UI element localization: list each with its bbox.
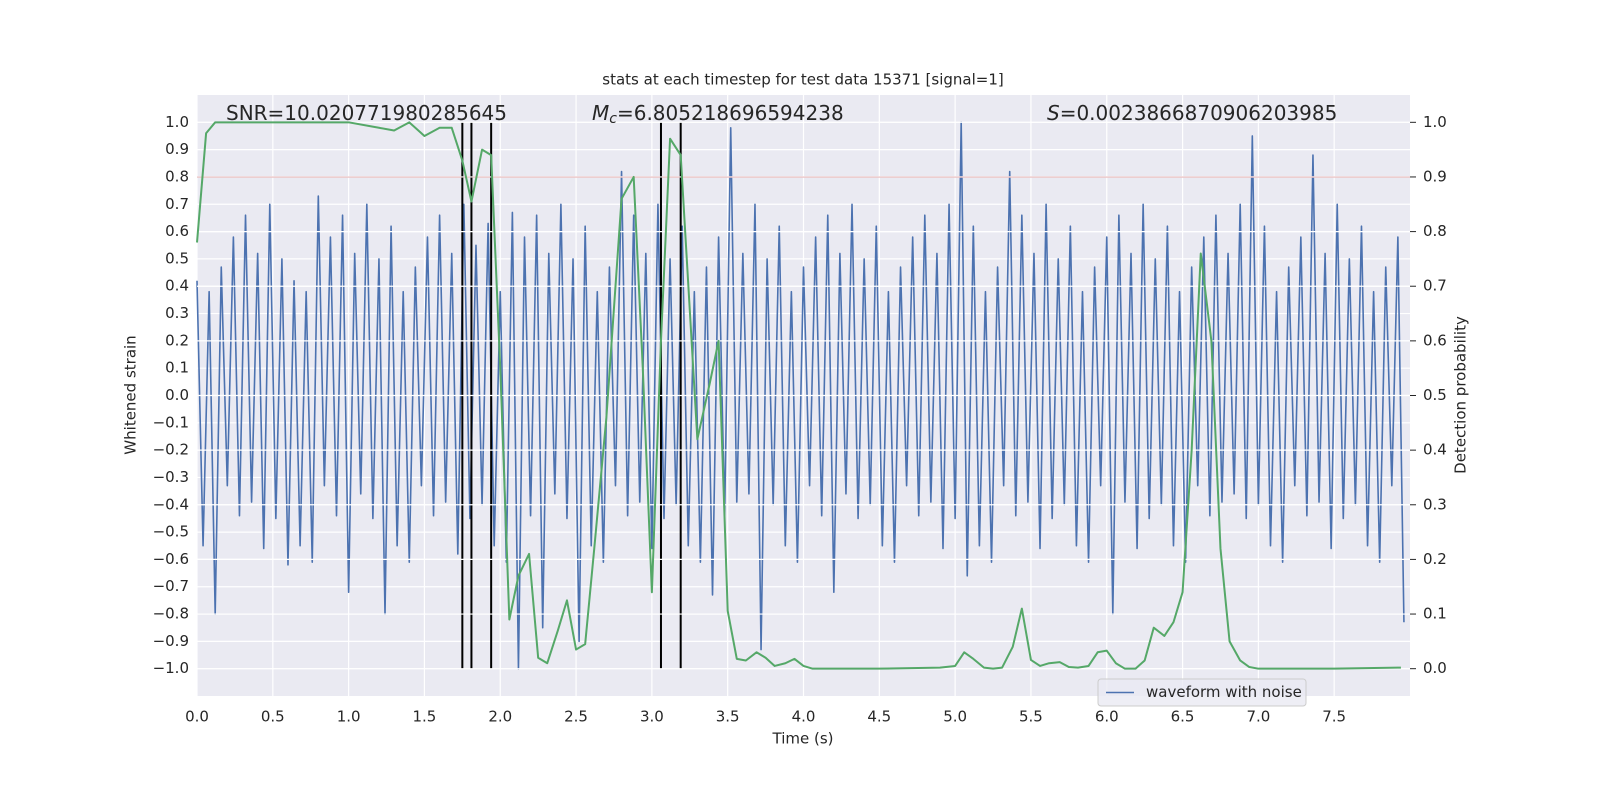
x-axis-label: Time (s) (772, 730, 834, 748)
y-tick-label: −0.1 (153, 413, 189, 431)
y-tick-label: −0.2 (153, 441, 189, 459)
annotation: Mc=6.805218696594238 (592, 101, 844, 128)
chart-title: stats at each timestep for test data 153… (602, 71, 1003, 89)
y2-tick-label: 0.3 (1423, 495, 1447, 513)
annotation-subscript: c (609, 111, 617, 127)
annotation-text: =6.805218696594238 (617, 101, 844, 125)
annotation: S=0.0023866870906203985 (1047, 101, 1337, 125)
annotation-symbol: M (592, 101, 609, 125)
y2-axis-label: Detection probability (1452, 316, 1470, 474)
y2-tick-label: 0.8 (1423, 222, 1447, 240)
waveform-line (196, 121, 1405, 670)
y-tick-label: 0.3 (165, 304, 189, 322)
probability-line (196, 121, 1401, 670)
y2-tick-label: 1.0 (1423, 113, 1447, 131)
y2-tick-label: 0.9 (1423, 167, 1447, 185)
y-tick-label: −0.3 (153, 468, 189, 486)
y2-tick-label: 0.6 (1423, 331, 1447, 349)
x-tick-label: 0.5 (261, 708, 285, 726)
y-tick-label: −0.8 (153, 605, 189, 623)
y-tick-label: 1.0 (165, 113, 189, 131)
x-tick-label: 7.5 (1322, 708, 1346, 726)
y-tick-label: −0.4 (153, 495, 189, 513)
x-tick-label: 3.0 (640, 708, 664, 726)
y2-tick-label: 0.1 (1423, 605, 1447, 623)
y-tick-label: −0.7 (153, 577, 189, 595)
y-axis-label: Whitened strain (122, 335, 140, 454)
y-tick-label: 0.5 (165, 249, 189, 267)
y2-tick-label: 0.5 (1423, 386, 1447, 404)
y-tick-label: 0.0 (165, 386, 189, 404)
x-tick-label: 0.0 (185, 708, 209, 726)
x-tick-label: 4.5 (867, 708, 891, 726)
y2-tick-label: 0.7 (1423, 277, 1447, 295)
x-tick-label: 5.0 (943, 708, 967, 726)
annotation: SNR=10.020771980285645 (226, 101, 507, 125)
y-tick-label: 0.1 (165, 359, 189, 377)
y2-tick-label: 0.2 (1423, 550, 1447, 568)
annotation-symbol: S (1047, 101, 1060, 125)
y-tick-label: 0.9 (165, 140, 189, 158)
y-tick-label: 0.4 (165, 277, 189, 295)
annotation-text: SNR=10.020771980285645 (226, 101, 507, 125)
y-tick-label: 0.8 (165, 167, 189, 185)
x-tick-label: 6.5 (1171, 708, 1195, 726)
y-tick-label: 0.7 (165, 195, 189, 213)
x-tick-label: 1.0 (337, 708, 361, 726)
x-tick-label: 1.5 (413, 708, 437, 726)
x-tick-label: 6.0 (1095, 708, 1119, 726)
x-tick-label: 2.5 (564, 708, 588, 726)
y-tick-label: 0.2 (165, 331, 189, 349)
y2-tick-label: 0.4 (1423, 441, 1447, 459)
x-tick-label: 2.0 (488, 708, 512, 726)
legend-label: waveform with noise (1146, 683, 1302, 701)
legend-box (1097, 678, 1307, 707)
y-tick-label: −1.0 (153, 659, 189, 677)
y-tick-label: −0.5 (153, 523, 189, 541)
y-tick-label: −0.6 (153, 550, 189, 568)
x-tick-label: 5.5 (1019, 708, 1043, 726)
annotation-text: =0.0023866870906203985 (1060, 101, 1338, 125)
x-tick-label: 3.5 (716, 708, 740, 726)
x-tick-label: 7.0 (1246, 708, 1270, 726)
y-tick-label: 0.6 (165, 222, 189, 240)
x-tick-label: 4.0 (792, 708, 816, 726)
y2-tick-label: 0.0 (1423, 659, 1447, 677)
y-tick-label: −0.9 (153, 632, 189, 650)
